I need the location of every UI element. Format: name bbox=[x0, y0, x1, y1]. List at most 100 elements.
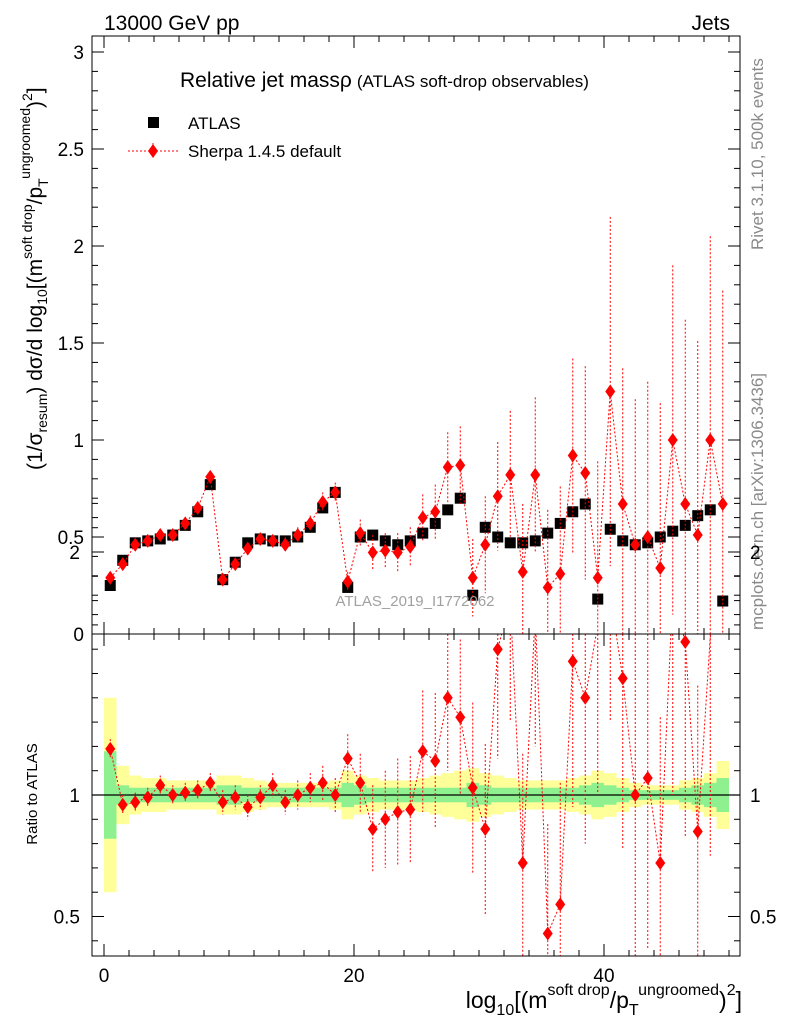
sherpa-point bbox=[205, 469, 216, 484]
main-y-tick-label: 0.5 bbox=[58, 528, 84, 549]
sherpa-point bbox=[292, 528, 303, 543]
ratio-y-tick-label-right: 2 bbox=[750, 543, 761, 564]
main-y-tick-label: 1 bbox=[73, 431, 84, 452]
ratio-point bbox=[630, 788, 641, 802]
sherpa-point bbox=[355, 526, 366, 541]
ratio-data bbox=[92, 634, 740, 956]
ratio-axes: 0 20 40 0.5 0.5 1 1 2 2 bbox=[54, 502, 776, 987]
legend-sherpa-label: Sherpa 1.4.5 default bbox=[188, 142, 341, 161]
sherpa-point bbox=[705, 433, 716, 447]
sherpa-point bbox=[380, 543, 391, 558]
atlas-point bbox=[392, 539, 404, 551]
sherpa-point bbox=[142, 533, 153, 548]
ratio-point bbox=[117, 797, 128, 812]
atlas-point bbox=[204, 479, 216, 491]
ratio-point bbox=[542, 926, 553, 941]
main-y-tick-label: 3 bbox=[73, 43, 84, 64]
ratio-point bbox=[242, 800, 253, 815]
sherpa-point bbox=[317, 495, 328, 510]
sherpa-point bbox=[392, 545, 403, 560]
ratio-point bbox=[130, 795, 141, 810]
ratio-point bbox=[655, 856, 666, 871]
ratio-point bbox=[192, 783, 203, 798]
atlas-point bbox=[104, 580, 116, 591]
sherpa-point bbox=[430, 504, 441, 519]
x-tick-label: 20 bbox=[343, 966, 364, 987]
ratio-point bbox=[580, 690, 591, 705]
ratio-point bbox=[480, 822, 491, 837]
sherpa-point bbox=[605, 384, 616, 399]
atlas-point bbox=[504, 537, 516, 549]
ratio-point bbox=[442, 690, 453, 705]
ratio-point bbox=[642, 770, 653, 785]
y-axis-label: (1/σresum) dσ/d log10[(msoft drop/pTungr… bbox=[17, 87, 51, 470]
ratio-point bbox=[492, 642, 503, 657]
ratio-y-tick-label: 2 bbox=[69, 543, 80, 564]
main-y-tick-label: 2.5 bbox=[58, 140, 84, 161]
sherpa-point bbox=[230, 557, 241, 572]
sherpa-point bbox=[405, 539, 416, 554]
sherpa-point bbox=[517, 564, 528, 579]
ratio-point bbox=[467, 780, 478, 795]
x-axis-label: log10[(msoft drop/pTungroomed)2] bbox=[466, 982, 742, 1019]
ratio-line bbox=[109, 634, 712, 934]
sherpa-point bbox=[655, 561, 666, 576]
sherpa-point bbox=[692, 528, 703, 543]
x-tick-label: 40 bbox=[593, 966, 614, 987]
atlas-point bbox=[442, 504, 454, 516]
sherpa-point bbox=[130, 537, 141, 552]
ratio-point bbox=[555, 897, 566, 912]
ratio-point bbox=[330, 788, 341, 802]
sherpa-point bbox=[117, 557, 128, 572]
ratio-frame bbox=[91, 633, 741, 957]
legend-sherpa-marker bbox=[148, 144, 158, 158]
sherpa-point bbox=[267, 533, 278, 548]
atlas-point bbox=[417, 527, 429, 539]
atlas-point bbox=[529, 535, 541, 547]
ratio-point bbox=[167, 788, 178, 802]
ratio-y-tick-label: 0.5 bbox=[54, 908, 80, 929]
main-y-tick-label: 2 bbox=[73, 237, 84, 258]
header-left: 13000 GeV pp bbox=[104, 12, 239, 35]
atlas-point bbox=[454, 492, 466, 504]
sherpa-point bbox=[480, 537, 491, 552]
sherpa-point bbox=[455, 458, 466, 473]
sherpa-point bbox=[492, 489, 503, 504]
legend: ATLAS Sherpa 1.4.5 default bbox=[128, 114, 341, 161]
sherpa-point bbox=[680, 497, 691, 512]
sherpa-point bbox=[342, 574, 353, 589]
chart-title-main: Relative jet massρ bbox=[180, 69, 352, 92]
sherpa-point bbox=[242, 541, 253, 556]
sherpa-point bbox=[542, 580, 553, 595]
sherpa-point bbox=[617, 497, 628, 512]
sherpa-point bbox=[592, 570, 603, 585]
ratio-point bbox=[292, 788, 303, 802]
ratio-point bbox=[455, 710, 466, 725]
sherpa-point bbox=[305, 516, 316, 531]
ratio-point bbox=[680, 634, 691, 649]
ratio-point bbox=[217, 795, 228, 810]
ratio-point bbox=[280, 795, 291, 810]
ratio-point bbox=[355, 775, 366, 790]
main-axes: 0 0.5 1 1.5 2 2.5 3 bbox=[58, 36, 740, 646]
sherpa-point bbox=[255, 531, 266, 546]
main-data bbox=[104, 216, 729, 634]
atlas-point bbox=[492, 531, 504, 543]
ratio-y-tick-label-right: 0.5 bbox=[750, 908, 776, 929]
sherpa-point bbox=[330, 485, 341, 500]
atlas-point bbox=[717, 595, 729, 607]
legend-atlas-marker bbox=[148, 117, 159, 128]
sherpa-line bbox=[109, 391, 724, 589]
chart-title: Relative jet massρ (ATLAS soft-drop obser… bbox=[180, 69, 589, 92]
ratio-point bbox=[105, 741, 116, 756]
ratio-point bbox=[430, 753, 441, 768]
sherpa-point bbox=[642, 530, 653, 544]
rivet-label: Rivet 3.1.10, 500k events bbox=[748, 58, 767, 250]
ratio-point bbox=[405, 802, 416, 817]
chart-subtitle: (ATLAS soft-drop observables) bbox=[357, 72, 589, 91]
atlas-point bbox=[692, 510, 704, 522]
ratio-y-tick-label: 1 bbox=[69, 786, 80, 807]
sherpa-point bbox=[180, 516, 191, 531]
sherpa-point bbox=[192, 500, 203, 515]
